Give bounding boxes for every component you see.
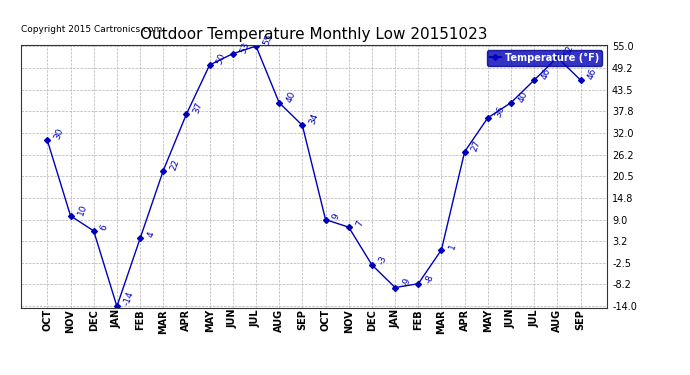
Text: 37: 37 <box>192 101 204 115</box>
Text: 7: 7 <box>354 219 365 228</box>
Text: 46: 46 <box>586 67 598 81</box>
Text: -8: -8 <box>424 273 435 284</box>
Text: 36: 36 <box>493 105 506 118</box>
Text: -14: -14 <box>122 290 136 307</box>
Text: 4: 4 <box>146 231 156 239</box>
Text: 34: 34 <box>308 112 320 126</box>
Text: 30: 30 <box>53 127 66 141</box>
Text: 55: 55 <box>262 33 274 47</box>
Text: -9: -9 <box>401 277 412 288</box>
Text: 27: 27 <box>470 139 482 152</box>
Text: 1: 1 <box>447 242 457 250</box>
Text: Copyright 2015 Cartronics.com: Copyright 2015 Cartronics.com <box>21 26 162 34</box>
Text: 53: 53 <box>238 40 250 54</box>
Text: 46: 46 <box>540 67 552 81</box>
Title: Outdoor Temperature Monthly Low 20151023: Outdoor Temperature Monthly Low 20151023 <box>140 27 488 42</box>
Text: 40: 40 <box>517 90 529 104</box>
Text: 50: 50 <box>215 52 228 66</box>
Text: 22: 22 <box>169 158 181 171</box>
Text: 52: 52 <box>563 44 575 58</box>
Text: 9: 9 <box>331 212 342 220</box>
Text: 6: 6 <box>99 223 110 231</box>
Legend: Temperature (°F): Temperature (°F) <box>486 50 602 66</box>
Text: 10: 10 <box>76 202 88 216</box>
Text: 40: 40 <box>285 90 297 104</box>
Text: -3: -3 <box>377 254 389 266</box>
